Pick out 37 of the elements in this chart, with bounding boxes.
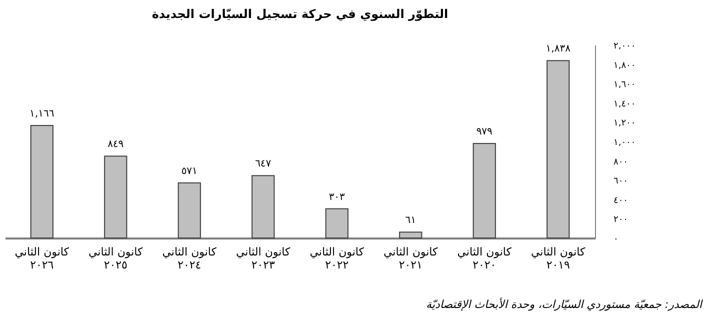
y-tick-label: ٢,٠٠٠ bbox=[614, 42, 636, 52]
data-label: ٦١ bbox=[405, 215, 416, 226]
x-tick-label: كانون الثاني ٢٠٢٢ bbox=[310, 246, 365, 272]
bar bbox=[30, 124, 54, 238]
x-tick-label: كانون الثاني ٢٠٢٠ bbox=[457, 246, 512, 272]
chart-title: التطوّر السنوي في حركة تسجيل السيّارات الجديدة bbox=[152, 7, 448, 21]
x-tick-label: كانون الثاني ٢٠٢٦ bbox=[14, 246, 70, 272]
x-tick-label: كانون الثاني ٢٠٢٥ bbox=[88, 246, 144, 272]
y-tick-label: ١,٨٠٠ bbox=[614, 60, 636, 71]
y-tick-label: ١,٤٠٠ bbox=[614, 99, 636, 110]
data-label: ٨٤٩ bbox=[108, 139, 124, 150]
bar bbox=[325, 208, 348, 238]
y-tick-label: ٦٠٠ bbox=[614, 176, 628, 187]
bar bbox=[104, 156, 128, 238]
data-label: ١,٨٣٨ bbox=[546, 44, 572, 55]
bar bbox=[178, 182, 201, 238]
x-tick-label: كانون الثاني ٢٠١٩ bbox=[531, 246, 586, 272]
data-label: ٥٧١ bbox=[181, 166, 198, 177]
y-tick-label: ١,٢٠٠ bbox=[614, 118, 636, 129]
text: المصدر: جمعيّة مستوردي السيّارات، وحدة الأبحاث الإقتصاديّة bbox=[426, 298, 702, 311]
data-label: ٣٠٣ bbox=[328, 192, 346, 203]
y-tick-label: ٠ bbox=[614, 234, 618, 244]
bar bbox=[472, 143, 496, 238]
y-tick-label: ٤٠٠ bbox=[614, 196, 628, 206]
bar bbox=[399, 232, 422, 238]
data-label: ٦٤٧ bbox=[255, 158, 272, 170]
y-tick-label: ٨٠٠ bbox=[614, 157, 628, 168]
bar bbox=[546, 60, 570, 238]
y-tick-label: ١,٦٠٠ bbox=[614, 80, 636, 90]
y-tick-label: ٢٠٠ bbox=[614, 215, 628, 226]
x-tick-label: كانون الثاني ٢٠٢٣ bbox=[236, 246, 291, 272]
data-label: ٩٧٩ bbox=[476, 126, 492, 138]
y-tick-label: ١,٠٠٠ bbox=[614, 138, 636, 148]
data-label: ١,١٦٦ bbox=[30, 108, 54, 120]
x-tick-label: كانون الثاني ٢٠٢١ bbox=[384, 246, 438, 272]
bar bbox=[252, 175, 275, 238]
x-tick-label: كانون الثاني ٢٠٢٤ bbox=[162, 246, 218, 272]
